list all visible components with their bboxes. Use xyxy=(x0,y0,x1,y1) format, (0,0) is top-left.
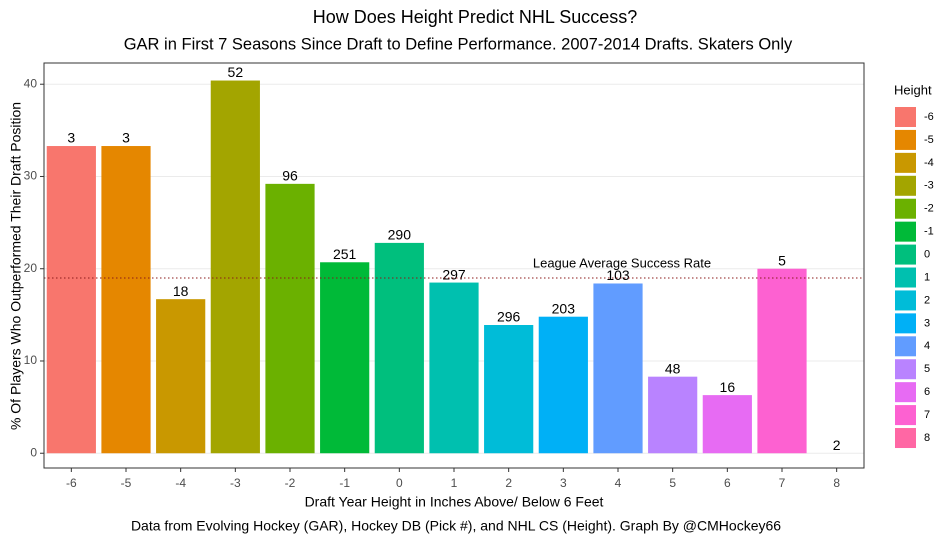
bar xyxy=(429,282,479,454)
count-label: 2 xyxy=(833,437,841,453)
legend-title: Height xyxy=(894,82,932,97)
count-label: 3 xyxy=(67,130,75,146)
bar xyxy=(484,325,534,454)
bar xyxy=(46,146,96,454)
caption: Data from Evolving Hockey (GAR), Hockey … xyxy=(131,518,781,534)
x-tick-label: 7 xyxy=(779,476,786,490)
count-label: 203 xyxy=(552,300,576,316)
x-tick-label: 8 xyxy=(833,476,840,490)
legend-label: 6 xyxy=(924,386,930,398)
legend-label: 4 xyxy=(924,340,930,352)
reference-label: League Average Success Rate xyxy=(533,255,711,270)
x-tick-label: -2 xyxy=(285,476,296,490)
legend-swatch xyxy=(895,428,916,449)
legend-swatch xyxy=(895,290,916,311)
bar xyxy=(265,183,315,454)
legend-swatch xyxy=(895,405,916,426)
legend-swatch xyxy=(895,198,916,219)
y-tick-label: 40 xyxy=(24,76,38,90)
legend-label: 2 xyxy=(924,294,930,306)
x-tick-label: -4 xyxy=(175,476,186,490)
x-tick-label: -3 xyxy=(230,476,241,490)
y-tick-label: 20 xyxy=(24,261,38,275)
legend-swatch xyxy=(895,107,916,127)
bar xyxy=(156,299,206,454)
legend-swatch xyxy=(895,313,916,334)
count-label: 5 xyxy=(778,252,786,268)
legend-swatch xyxy=(895,359,916,380)
legend-label: -6 xyxy=(924,111,934,123)
bar xyxy=(648,376,698,454)
x-tick-label: 2 xyxy=(505,476,512,490)
y-tick-label: 10 xyxy=(24,353,38,367)
legend-swatch xyxy=(895,336,916,357)
chart-subtitle: GAR in First 7 Seasons Since Draft to De… xyxy=(124,35,793,53)
legend-label: -2 xyxy=(924,203,934,215)
bar xyxy=(702,395,752,454)
count-label: 18 xyxy=(173,283,189,299)
bar xyxy=(538,316,588,454)
x-tick-label: 0 xyxy=(396,476,403,490)
count-label: 297 xyxy=(442,266,466,282)
y-tick-label: 0 xyxy=(30,445,37,459)
legend-swatch xyxy=(895,152,916,173)
count-label: 48 xyxy=(665,360,681,376)
legend-label: 5 xyxy=(924,363,930,375)
chart-title: How Does Height Predict NHL Success? xyxy=(313,7,637,27)
bar xyxy=(374,242,424,454)
count-label: 296 xyxy=(497,309,521,325)
legend-label: -3 xyxy=(924,180,934,192)
bar xyxy=(101,146,151,454)
y-tick-label: 30 xyxy=(24,169,38,183)
legend-label: 7 xyxy=(924,409,930,421)
x-tick-label: 6 xyxy=(724,476,731,490)
count-label: 290 xyxy=(388,227,412,243)
count-label: 52 xyxy=(228,64,244,80)
x-tick-label: -5 xyxy=(121,476,132,490)
count-label: 96 xyxy=(282,168,298,184)
legend-label: -4 xyxy=(924,157,934,169)
legend-swatch xyxy=(895,382,916,403)
x-tick-label: 3 xyxy=(560,476,567,490)
x-tick-label: 1 xyxy=(451,476,458,490)
legend-label: -5 xyxy=(924,134,934,146)
count-label: 3 xyxy=(122,130,130,146)
x-tick-label: -6 xyxy=(66,476,77,490)
legend-label: 8 xyxy=(924,432,930,444)
count-label: 16 xyxy=(720,379,736,395)
y-axis-label: % Of Players Who Outperformed Their Draf… xyxy=(8,102,24,430)
bar xyxy=(320,262,370,454)
x-tick-label: 4 xyxy=(615,476,622,490)
legend-swatch xyxy=(895,129,916,150)
legend-label: 0 xyxy=(924,248,930,260)
x-axis-label: Draft Year Height in Inches Above/ Below… xyxy=(305,494,604,510)
legend-label: 3 xyxy=(924,317,930,329)
count-label: 251 xyxy=(333,246,357,262)
legend-label: 1 xyxy=(924,271,930,283)
legend-label: -1 xyxy=(924,226,934,238)
bar xyxy=(210,80,260,454)
legend-swatch xyxy=(895,244,916,265)
x-tick-label: -1 xyxy=(339,476,350,490)
x-tick-label: 5 xyxy=(669,476,676,490)
legend-swatch xyxy=(895,221,916,242)
count-label: 103 xyxy=(606,267,630,283)
plot-border xyxy=(43,62,865,469)
legend-swatch xyxy=(895,175,916,196)
bar xyxy=(757,268,807,454)
bar xyxy=(593,283,643,454)
legend-swatch xyxy=(895,267,916,288)
